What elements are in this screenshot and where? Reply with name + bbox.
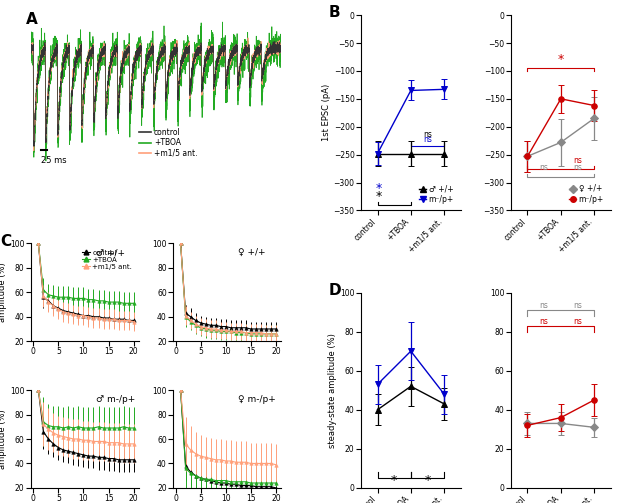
Text: ns: ns [573, 163, 582, 173]
Text: ♂ +/+: ♂ +/+ [96, 248, 125, 258]
Text: ♀ +/+: ♀ +/+ [238, 248, 265, 258]
Y-axis label: 1st EPSC (pA): 1st EPSC (pA) [322, 84, 331, 141]
Legend: ♀ +/+, m⁻/p+: ♀ +/+, m⁻/p+ [566, 182, 607, 207]
Text: C: C [1, 233, 12, 248]
Text: *: * [558, 52, 564, 65]
Text: ♀ m-/p+: ♀ m-/p+ [238, 395, 275, 404]
Text: *: * [375, 182, 382, 195]
Text: ns: ns [573, 317, 582, 326]
Text: ♂ m-/p+: ♂ m-/p+ [96, 395, 135, 404]
Legend: ♂ +/+, m⁻/p+: ♂ +/+, m⁻/p+ [416, 182, 457, 207]
Text: ns: ns [573, 301, 582, 310]
Y-axis label: amplitude (%): amplitude (%) [0, 409, 7, 469]
Text: *: * [391, 474, 397, 487]
Y-axis label: steady-state amplitude (%): steady-state amplitude (%) [328, 333, 337, 448]
Text: *: * [375, 190, 382, 203]
Text: ns: ns [540, 301, 549, 310]
Legend: control, +TBOA, +m1/5 ant.: control, +TBOA, +m1/5 ant. [80, 247, 135, 273]
Text: 25 ms: 25 ms [41, 156, 67, 165]
Text: *: * [424, 474, 431, 487]
Text: ns: ns [423, 130, 432, 139]
Text: ns: ns [540, 163, 549, 173]
Text: ns: ns [423, 135, 432, 144]
Text: B: B [329, 6, 341, 20]
Text: ns: ns [573, 156, 582, 165]
Text: ns: ns [540, 317, 549, 326]
Y-axis label: amplitude (%): amplitude (%) [0, 263, 7, 322]
Text: A: A [26, 12, 38, 27]
Text: D: D [329, 283, 341, 298]
Legend: control, +TBOA, +m1/5 ant.: control, +TBOA, +m1/5 ant. [136, 125, 201, 161]
